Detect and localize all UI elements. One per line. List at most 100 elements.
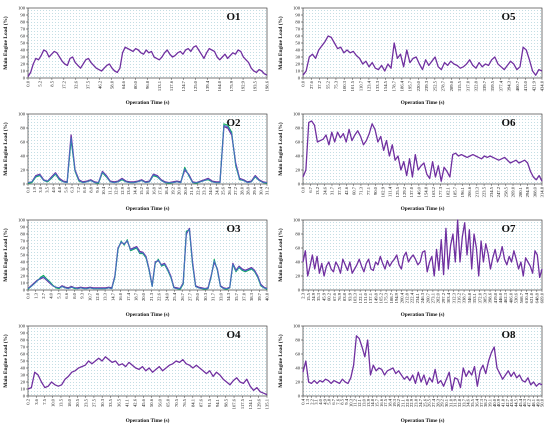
y-axis-label: Main Engine Load (%) xyxy=(2,122,9,176)
x-tick-label: 30.1 xyxy=(444,398,449,407)
x-tick-label: 15.5 xyxy=(306,292,311,301)
x-tick-label: 37.5 xyxy=(337,186,342,195)
x-tick-label: 40.9 xyxy=(496,398,501,407)
x-tick-label: 22.0 xyxy=(405,398,410,407)
y-tick-label: 100 xyxy=(18,6,26,11)
x-tick-label: 20.2 xyxy=(396,398,401,407)
x-tick-label: 125.5 xyxy=(395,186,400,197)
x-tick-label: 353.1 xyxy=(472,292,477,303)
x-tick-label: 21.3 xyxy=(149,292,154,301)
x-tick-label: 34.6 xyxy=(466,398,471,407)
x-tick-label: 24.8 xyxy=(214,186,219,195)
x-tick-label: 36.4 xyxy=(474,398,479,407)
x-tick-label: 24.7 xyxy=(418,398,423,407)
x-tick-label: 84.1 xyxy=(190,398,195,407)
y-tick-label: 0 xyxy=(23,288,26,293)
series-line-1 xyxy=(27,45,268,77)
x-tick-label: 100.3 xyxy=(342,80,347,91)
y-tick-label: 30 xyxy=(295,55,300,60)
x-tick-label: 195.7 xyxy=(408,80,413,91)
y-tick-label: 90 xyxy=(20,331,25,336)
x-tick-label: 18.7 xyxy=(134,292,139,301)
x-tick-label: 13.2 xyxy=(315,186,320,195)
y-tick-label: 0 xyxy=(23,76,26,81)
x-tick-label: 129.6 xyxy=(256,398,261,409)
series-line-1 xyxy=(302,219,543,279)
chart-svg: 0 10 20 30 40 50 60 70 80 90 100 0.0 27.6 37.2 55.2 75.… xyxy=(277,6,545,106)
x-tick-label: 101.5 xyxy=(350,80,355,91)
panel-title: O1 xyxy=(227,11,241,23)
x-tick-label: 282.0 xyxy=(436,292,441,303)
x-tick-label: 188.7 xyxy=(389,292,394,303)
y-tick-label: 60 xyxy=(295,246,300,251)
y-tick-label: 30 xyxy=(20,267,25,272)
plot-area xyxy=(302,325,543,397)
x-tick-label: 372.0 xyxy=(477,292,482,303)
y-tick-label: 40 xyxy=(20,260,25,265)
y-tick-label: 20 xyxy=(295,380,300,385)
x-tick-label: 6.3 xyxy=(70,186,75,192)
y-axis-label: Main Engine Load (%) xyxy=(277,122,284,176)
x-tick-label: 297.2 xyxy=(441,292,446,303)
x-tick-label: 19.2 xyxy=(170,186,175,195)
x-tick-label: 35.3 xyxy=(316,292,321,301)
x-tick-label: 312.3 xyxy=(451,292,456,303)
x-tick-label: 530.6 xyxy=(514,292,519,303)
x-tick-label: 1.3 xyxy=(305,398,310,404)
x-tick-label: 294.9 xyxy=(525,186,530,197)
x-tick-label: 28.8 xyxy=(246,186,251,195)
x-tick-label: 12.9 xyxy=(120,186,125,195)
x-tick-label: 137.0 xyxy=(409,186,414,197)
x-tick-label: 177.3 xyxy=(438,186,443,197)
x-tick-label: 24.6 xyxy=(322,186,327,195)
x-tick-label: 16.0 xyxy=(145,186,150,195)
x-tick-label: 44.5 xyxy=(514,398,519,407)
x-tick-label: 339.7 xyxy=(482,80,487,91)
x-tick-label: 186.4 xyxy=(399,80,404,91)
x-tick-label: 434.0 xyxy=(540,80,545,91)
x-tick-label: 29.2 xyxy=(440,398,445,407)
y-tick-label: 70 xyxy=(20,27,25,32)
x-tick-label: 27.2 xyxy=(233,186,238,195)
x-tick-label: 36.5 xyxy=(116,398,121,407)
x-tick-label: 38.3 xyxy=(249,292,254,301)
y-axis-label: Main Engine Load (%) xyxy=(2,228,9,282)
x-tick-label: 178.7 xyxy=(391,80,396,91)
x-tick-label: 28.3 xyxy=(435,398,440,407)
x-tick-label: 21.1 xyxy=(401,398,406,407)
x-tick-label: 94.1 xyxy=(215,398,220,407)
x-tick-label: 18.0 xyxy=(67,398,72,407)
x-tick-label: 17.4 xyxy=(126,292,131,301)
x-tick-label: 34.3 xyxy=(226,292,231,301)
y-axis-label: Main Engine Load (%) xyxy=(277,16,284,70)
y-tick-label: 60 xyxy=(295,34,300,39)
x-tick-label: 15.2 xyxy=(139,186,144,195)
x-tick-label: 223.5 xyxy=(482,186,487,197)
y-tick-label: 20 xyxy=(20,380,25,385)
x-tick-label: 359.5 xyxy=(490,80,495,91)
x-tick-label: 30.4 xyxy=(258,186,263,195)
x-tick-label: 315.5 xyxy=(457,80,462,91)
plot-area xyxy=(302,7,543,79)
x-tick-label: 4.0 xyxy=(49,292,54,298)
x-tick-label: 76.9 xyxy=(337,292,342,301)
x-tick-label: 64.6 xyxy=(121,80,126,89)
x-tick-label: 60.2 xyxy=(327,292,332,301)
y-tick-label: 50 xyxy=(295,41,300,46)
x-tick-label: 269.0 xyxy=(511,186,516,197)
x-tick-label: 103.3 xyxy=(353,292,358,303)
y-tick-label: 60 xyxy=(295,352,300,357)
y-tick-label: 20 xyxy=(20,62,25,67)
x-tick-label: 11.2 xyxy=(353,398,358,407)
panel-title: O3 xyxy=(227,223,242,235)
x-tick-label: 27.6 xyxy=(309,80,314,89)
x-tick-label: 18.4 xyxy=(388,398,393,407)
x-tick-label: 50.0 xyxy=(540,398,545,407)
y-tick-label: 90 xyxy=(20,13,25,18)
chart-panel-o3: 0 10 20 30 40 50 60 70 80 90 100 0.0 1.3 2.7 4.0 5.3 6.6… xyxy=(0,212,275,318)
y-tick-label: 80 xyxy=(295,232,300,237)
x-tick-label: 289.0 xyxy=(449,80,454,91)
y-tick-label: 0 xyxy=(298,394,301,399)
chart-panel-o4: 0 10 20 30 40 50 60 70 80 90 100 0.2 3.6 7.5 10.0 13.5 1… xyxy=(0,318,275,424)
